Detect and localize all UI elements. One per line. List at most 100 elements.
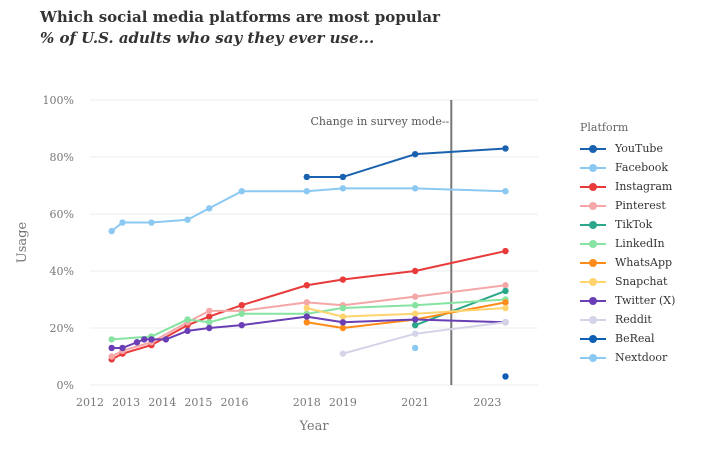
data-point-nextdoor (411, 344, 419, 352)
data-point-linkedin (184, 316, 191, 323)
legend-label: Instagram (615, 180, 673, 193)
data-point-youtube (303, 173, 310, 181)
data-point-twitter-x (148, 336, 155, 343)
data-point-facebook (148, 219, 155, 226)
legend-swatch-dot (589, 277, 597, 286)
data-point-twitter-x (119, 344, 126, 352)
data-point-bereal (502, 373, 509, 380)
data-point-pinterest (108, 353, 115, 360)
series-line-facebook (111, 187, 506, 232)
data-point-twitter-x (162, 336, 170, 343)
x-tick-label: 2012 (76, 396, 104, 409)
data-point-facebook (238, 188, 245, 195)
legend-swatch-dot (589, 163, 597, 172)
y-tick-label: 40% (50, 265, 74, 278)
legend-swatch (580, 239, 606, 249)
series-line-pinterest (111, 284, 506, 358)
data-point-facebook (108, 227, 115, 235)
y-tick-label: 80% (50, 151, 74, 164)
legend-swatch (580, 220, 606, 230)
series-line-snapchat (306, 307, 506, 318)
data-point-snapchat (502, 304, 509, 312)
data-point-snapchat (411, 310, 419, 317)
legend-swatch-dot (589, 239, 597, 248)
legend-item[interactable]: Facebook (580, 158, 675, 177)
legend-item[interactable]: Nextdoor (580, 348, 675, 367)
x-axis-title: Year (298, 419, 329, 434)
data-point-youtube (339, 173, 347, 181)
legend-swatch (580, 182, 606, 192)
y-tick-label: 0% (57, 379, 74, 392)
data-point-twitter-x (206, 324, 213, 332)
legend-label: TikTok (615, 218, 653, 231)
data-point-twitter-x (133, 339, 141, 346)
legend-swatch-dot (589, 334, 597, 343)
data-point-whatsapp (339, 324, 347, 332)
legend-swatch (580, 334, 606, 344)
data-point-facebook (339, 185, 347, 192)
legend-item[interactable]: Twitter (X) (580, 291, 675, 310)
data-point-instagram (502, 247, 509, 255)
legend-item[interactable]: Snapchat (580, 272, 675, 291)
data-point-twitter-x (140, 336, 148, 343)
data-point-tiktok (502, 287, 509, 295)
legend-label: Pinterest (615, 199, 666, 212)
x-tick-label: 2021 (401, 396, 429, 409)
legend-label: Facebook (615, 161, 669, 174)
data-point-instagram (303, 282, 310, 289)
legend-swatch (580, 277, 606, 287)
legend-label: WhatsApp (615, 256, 673, 269)
data-point-youtube (502, 145, 509, 152)
x-tick-label: 2018 (293, 396, 321, 409)
legend-swatch-dot (589, 201, 597, 210)
legend-swatch-dot (589, 353, 597, 362)
legend-item[interactable]: Reddit (580, 310, 675, 329)
survey-mode-annotation: Change in survey mode-- (311, 115, 450, 128)
legend-label: BeReal (615, 332, 655, 345)
data-point-twitter-x (411, 316, 419, 323)
data-point-twitter-x (108, 344, 115, 352)
legend-swatch (580, 315, 606, 325)
data-point-twitter-x (238, 321, 245, 329)
data-point-whatsapp (303, 319, 310, 326)
data-point-twitter-x (303, 313, 310, 320)
data-point-linkedin (108, 336, 115, 343)
data-point-pinterest (206, 307, 213, 315)
data-point-linkedin (339, 304, 347, 312)
legend-label: LinkedIn (615, 237, 665, 250)
legend-item[interactable]: TikTok (580, 215, 675, 234)
legend-item[interactable]: BeReal (580, 329, 675, 348)
legend-title: Platform (580, 121, 629, 134)
legend-item[interactable]: Pinterest (580, 196, 675, 215)
data-point-snapchat (303, 304, 310, 312)
x-tick-label: 2019 (329, 396, 357, 409)
data-point-instagram (238, 302, 245, 309)
y-tick-label: 20% (50, 322, 74, 335)
legend: YouTube Facebook Instagram Pinterest TikTok L… (580, 139, 675, 367)
data-point-youtube (411, 150, 419, 158)
x-tick-label: 2014 (148, 396, 176, 409)
data-point-reddit (411, 330, 419, 337)
x-tick-label: 2015 (184, 396, 212, 409)
legend-item[interactable]: WhatsApp (580, 253, 675, 272)
data-point-facebook (411, 185, 419, 192)
data-point-linkedin (238, 310, 245, 317)
legend-swatch-dot (589, 258, 597, 267)
y-axis-title: Usage (15, 222, 30, 264)
y-tick-label: 60% (50, 208, 74, 221)
legend-swatch (580, 296, 606, 306)
data-point-facebook (206, 205, 213, 212)
legend-swatch (580, 144, 606, 154)
x-tick-label: 2013 (112, 396, 140, 409)
data-point-twitter-x (339, 319, 347, 326)
data-point-pinterest (303, 299, 310, 306)
legend-swatch-dot (589, 296, 597, 305)
legend-item[interactable]: Instagram (580, 177, 675, 196)
data-point-instagram (206, 313, 213, 320)
legend-item[interactable]: YouTube (580, 139, 675, 158)
data-point-instagram (339, 276, 347, 283)
series-line-instagram (111, 250, 506, 361)
data-point-pinterest (411, 293, 419, 300)
legend-item[interactable]: LinkedIn (580, 234, 675, 253)
legend-swatch-dot (589, 315, 597, 324)
